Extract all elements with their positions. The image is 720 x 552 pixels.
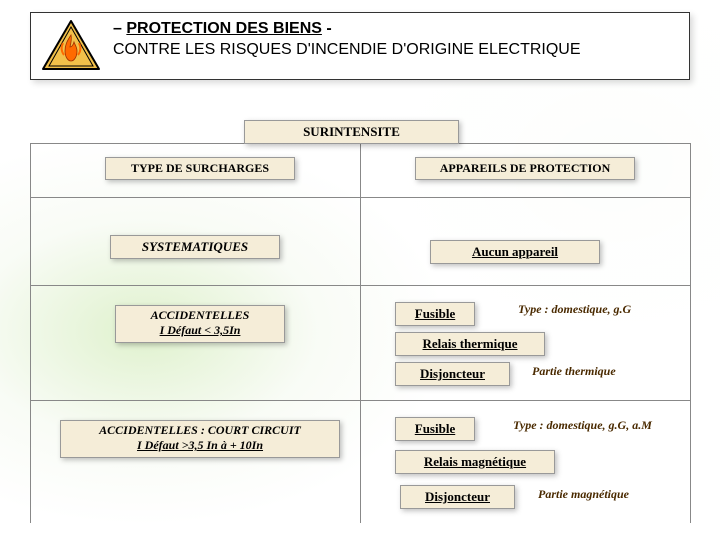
box-relais-magnetique: Relais magnétique	[395, 450, 555, 474]
grid-line	[30, 143, 31, 523]
label-systematiques: SYSTEMATIQUES	[142, 239, 248, 254]
note-partie-magnetique: Partie magnétique	[538, 487, 629, 502]
label-surintensite: SURINTENSITE	[303, 124, 400, 139]
box-fusible-2: Fusible	[395, 417, 475, 441]
note-type-gg-1: Type : domestique, g.G	[518, 302, 631, 317]
note-partie-thermique: Partie thermique	[532, 364, 616, 379]
box-type-surcharges: TYPE DE SURCHARGES	[105, 157, 295, 180]
label-aucun-appareil: Aucun appareil	[472, 244, 558, 259]
box-accidentelles-2: ACCIDENTELLES : COURT CIRCUIT I Défaut >…	[60, 420, 340, 458]
label-fusible-2: Fusible	[415, 421, 455, 436]
label-appareils-protection: APPAREILS DE PROTECTION	[440, 161, 610, 175]
header-title-suffix: -	[322, 20, 332, 37]
fire-hazard-icon	[41, 19, 101, 73]
box-systematiques: SYSTEMATIQUES	[110, 235, 280, 259]
label-relais-thermique: Relais thermique	[423, 336, 518, 351]
label-type-surcharges: TYPE DE SURCHARGES	[131, 161, 269, 175]
box-disjoncteur-2: Disjoncteur	[400, 485, 515, 509]
box-accidentelles-1: ACCIDENTELLES I Défaut < 3,5In	[115, 305, 285, 343]
header-subtitle: CONTRE LES RISQUES D'INCENDIE D'ORIGINE …	[113, 41, 581, 58]
box-fusible-1: Fusible	[395, 302, 475, 326]
label-relais-magnetique: Relais magnétique	[424, 454, 526, 469]
note-type-gg-am: Type : domestique, g.G, a.M	[513, 418, 652, 433]
label-fusible-1: Fusible	[415, 306, 455, 321]
box-surintensite: SURINTENSITE	[244, 120, 459, 144]
box-aucun-appareil: Aucun appareil	[430, 240, 600, 264]
label-accidentelles-2-sub: I Défaut >3,5 In à + 10In	[137, 438, 263, 452]
box-disjoncteur-1: Disjoncteur	[395, 362, 510, 386]
label-disjoncteur-2: Disjoncteur	[425, 489, 490, 504]
header-box: – PROTECTION DES BIENS - CONTRE LES RISQ…	[30, 12, 690, 80]
grid-line	[360, 143, 361, 523]
grid-line	[690, 143, 691, 523]
label-disjoncteur-1: Disjoncteur	[420, 366, 485, 381]
header-text: – PROTECTION DES BIENS - CONTRE LES RISQ…	[113, 19, 581, 61]
box-appareils-protection: APPAREILS DE PROTECTION	[415, 157, 635, 180]
label-accidentelles-1: ACCIDENTELLES	[151, 308, 250, 322]
content-area: SURINTENSITE TYPE DE SURCHARGES APPAREIL…	[0, 80, 720, 530]
label-accidentelles-1-sub: I Défaut < 3,5In	[160, 323, 241, 337]
header-dash-prefix: –	[113, 20, 126, 37]
box-relais-thermique: Relais thermique	[395, 332, 545, 356]
header-title-main: PROTECTION DES BIENS	[126, 20, 322, 37]
label-accidentelles-2: ACCIDENTELLES : COURT CIRCUIT	[99, 423, 301, 437]
